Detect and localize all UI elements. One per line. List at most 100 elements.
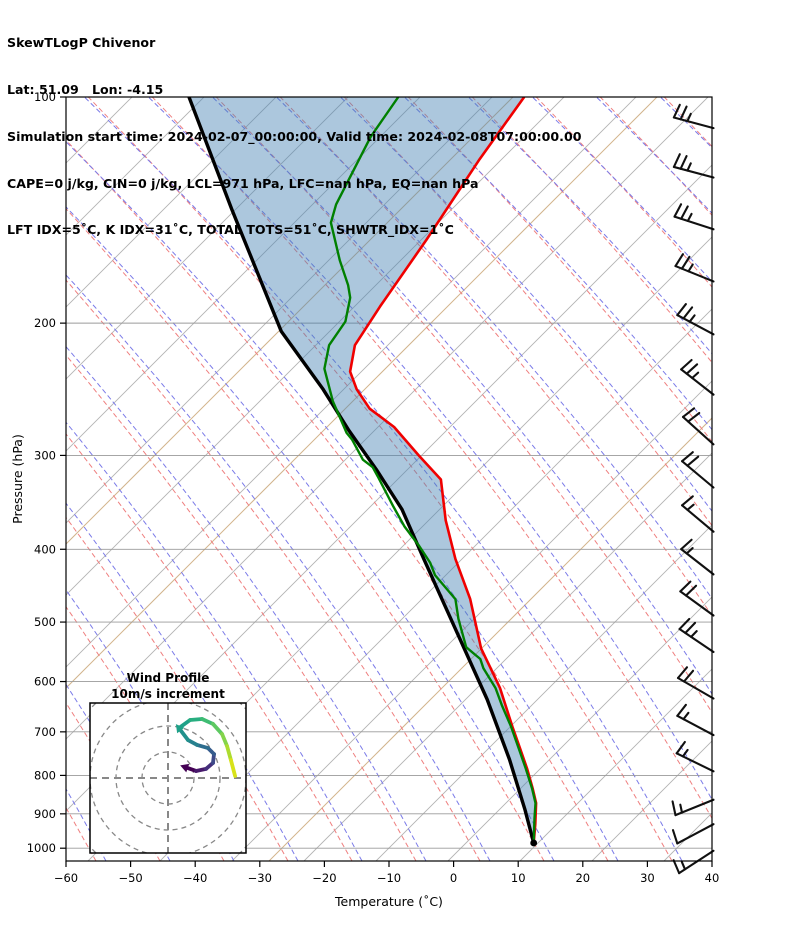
wind-barb-full xyxy=(686,455,700,467)
dry-adiabat-line xyxy=(279,97,712,617)
dry-adiabat-line xyxy=(599,97,712,217)
moist-adiabat-line xyxy=(66,345,427,861)
wind-barb-full xyxy=(672,153,681,168)
hodograph-grid xyxy=(90,703,246,853)
y-tick-label: 200 xyxy=(34,316,56,330)
wind-barb xyxy=(675,740,715,773)
isotherm-line xyxy=(231,380,712,861)
isotherm-line xyxy=(66,97,709,740)
cin-shading xyxy=(189,97,537,843)
dry-adiabat-line xyxy=(66,139,609,861)
simulation-times: Simulation start time: 2024-02-07_00:00:… xyxy=(7,128,582,144)
y-tick-label: 600 xyxy=(34,675,56,689)
wind-barb-half xyxy=(688,314,696,323)
dry-adiabat-line xyxy=(471,97,712,364)
dry-adiabat-line xyxy=(535,97,712,288)
stability-values-line1: CAPE=0 j/kg, CIN=0 j/kg, LCL=971 hPa, LF… xyxy=(7,175,479,191)
hodograph-inset xyxy=(89,702,247,854)
stability-values-line2: LFT IDX=5˚C, K IDX=31˚C, TOTAL TOTS=51˚C… xyxy=(7,222,454,238)
y-tick-label: 900 xyxy=(34,807,56,821)
wind-barb xyxy=(674,253,715,283)
x-axis-label: Temperature (˚C) xyxy=(334,894,443,909)
wind-barb-half xyxy=(685,547,694,555)
wind-barb-half xyxy=(686,112,692,123)
isotherm-line xyxy=(66,97,637,668)
plot-area xyxy=(66,93,794,861)
moist-adiabat-line xyxy=(66,140,619,861)
wind-barb-full xyxy=(679,105,688,121)
wind-barb-full xyxy=(676,666,689,680)
wind-barb xyxy=(681,451,715,489)
chart-header: SkewTLogP Chivenor Lat: 51.09 Lon: -4.15… xyxy=(7,4,581,269)
x-tick-label: 10 xyxy=(511,871,526,885)
wind-barb-full xyxy=(687,411,701,423)
x-tick-label: −30 xyxy=(248,871,272,885)
parcel-curve xyxy=(187,97,536,844)
dry-adiabat-line xyxy=(407,97,712,443)
dry-adiabat xyxy=(66,97,712,861)
isotherm-line xyxy=(66,97,277,308)
surface-point-marker xyxy=(530,839,538,847)
wind-barb xyxy=(681,407,715,446)
wind-barb-full xyxy=(676,703,687,717)
y-tick-label: 300 xyxy=(34,448,56,462)
wind-barb-full xyxy=(672,859,681,875)
wind-barb-full xyxy=(683,669,695,683)
moist-adiabat-line xyxy=(66,206,555,861)
wind-barb-full xyxy=(671,800,677,817)
moist-adiabat-line xyxy=(275,97,712,600)
isotherm-line xyxy=(303,452,712,861)
isotherm-tan-line xyxy=(66,97,658,689)
isotherm-line xyxy=(447,596,712,861)
wind-barb-half xyxy=(687,263,694,273)
y-tick-label: 100 xyxy=(34,90,56,104)
wind-barb xyxy=(678,617,715,654)
x-tick-labels: −60 −50 −40 −30 −20 −10 0 10 20 30 40 xyxy=(54,871,719,885)
wind-barb-full xyxy=(680,255,691,270)
wind-barb-full xyxy=(681,451,694,463)
isotherm-line xyxy=(66,97,349,380)
wind-barb-full xyxy=(684,584,698,597)
hodograph-trace-segment xyxy=(229,758,237,778)
moist-adiabat-line xyxy=(595,97,712,214)
wind-barb-full xyxy=(681,495,694,507)
hodograph-trace-segment xyxy=(220,732,229,748)
isotherm-tan-line xyxy=(268,417,712,861)
wind-barb xyxy=(676,303,715,336)
wind-barb-full xyxy=(676,303,687,317)
y-tick-label: 800 xyxy=(34,768,56,782)
x-tick-label: 30 xyxy=(640,871,655,885)
hodograph-trace xyxy=(177,717,237,778)
wind-barb-full xyxy=(680,538,693,551)
wind-barb xyxy=(680,538,715,576)
station-coordinates: Lat: 51.09 Lon: -4.15 xyxy=(7,81,164,97)
x-tick-label: 20 xyxy=(575,871,590,885)
wind-barb-half xyxy=(681,748,689,758)
wind-barb xyxy=(681,495,715,533)
wind-barb-full xyxy=(672,103,681,119)
wind-barb-full xyxy=(679,154,688,170)
wind-barb-half xyxy=(690,630,698,638)
hodograph-trace-segment xyxy=(211,722,224,736)
wind-barb-full xyxy=(685,363,699,375)
isotherm-line xyxy=(66,97,421,452)
moist-adiabat-line xyxy=(147,97,712,801)
wind-barb-half xyxy=(686,503,695,511)
wind-barb-full xyxy=(673,203,683,218)
hodograph-arrow-mid xyxy=(175,724,185,734)
x-tick-label: −10 xyxy=(377,871,401,885)
wind-barb xyxy=(673,203,715,231)
dry-adiabat-line xyxy=(66,702,161,861)
wind-barb-half xyxy=(686,162,692,172)
wind-barb-full xyxy=(680,358,693,371)
dry-adiabat-line xyxy=(66,354,417,861)
wind-barb-staff xyxy=(676,823,715,845)
dry-adiabat-line xyxy=(66,433,353,861)
wind-barb-full xyxy=(671,829,679,845)
hodograph-subtitle: 10m/s increment xyxy=(111,687,225,701)
moist-adiabat-line xyxy=(211,97,712,695)
wind-barb-column xyxy=(671,103,715,875)
moist-adiabat-line xyxy=(720,93,794,861)
wind-barb-half xyxy=(679,803,684,814)
